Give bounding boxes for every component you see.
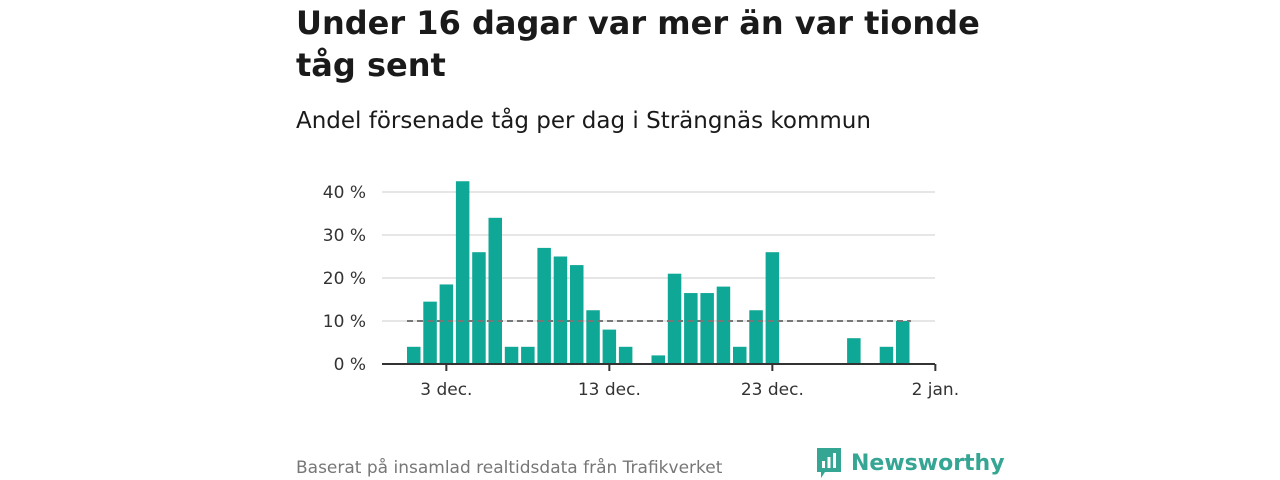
chart-title: Under 16 dagar var mer än var tionde tåg… — [296, 4, 980, 84]
bar — [765, 252, 780, 364]
brand-name: Newsworthy — [851, 450, 1005, 476]
bar — [537, 247, 551, 364]
y-tick-label: 40 % — [323, 183, 366, 203]
y-tick-label: 20 % — [323, 269, 366, 289]
y-tick-label: 10 % — [323, 312, 366, 332]
x-tick-label: 2 jan. — [912, 380, 960, 400]
bar — [570, 265, 584, 364]
bar — [700, 293, 714, 364]
bar — [602, 329, 617, 364]
y-tick-label: 0 % — [334, 355, 366, 375]
bar — [472, 252, 486, 364]
bar — [504, 346, 519, 364]
bar — [423, 301, 437, 364]
bar — [716, 286, 731, 364]
bar — [455, 181, 470, 364]
bar — [439, 284, 454, 364]
y-tick-label: 30 % — [323, 226, 366, 246]
bar — [684, 293, 698, 364]
axes: 0 % 10 % 20 % 30 % 40 % 3 dec. 13 dec. 23 dec. 2… — [323, 183, 959, 400]
bar — [879, 346, 894, 364]
bar — [553, 256, 568, 364]
chart-subtitle: Andel försenade tåg per dag i Strängnäs … — [296, 108, 871, 134]
bar — [521, 346, 535, 364]
bar — [749, 310, 763, 364]
newsworthy-logo[interactable]: Newsworthy — [815, 446, 1005, 480]
bars — [407, 181, 910, 364]
bar — [618, 346, 633, 364]
bar-chart: 0 % 10 % 20 % 30 % 40 % 3 dec. 13 dec. 23 dec. 2… — [323, 181, 959, 400]
x-tick-label: 23 dec. — [741, 380, 804, 400]
x-tick-label: 13 dec. — [578, 380, 641, 400]
bar — [667, 273, 682, 364]
bar — [586, 310, 600, 364]
bar — [407, 346, 421, 364]
bar — [896, 321, 910, 364]
bar — [847, 338, 861, 364]
bar — [488, 217, 502, 364]
x-tick-label: 3 dec. — [420, 380, 472, 400]
source-note: Baserat på insamlad realtidsdata från Tr… — [296, 458, 723, 478]
newsworthy-logo-icon — [817, 448, 841, 478]
bar — [733, 346, 747, 364]
bar — [651, 355, 665, 364]
